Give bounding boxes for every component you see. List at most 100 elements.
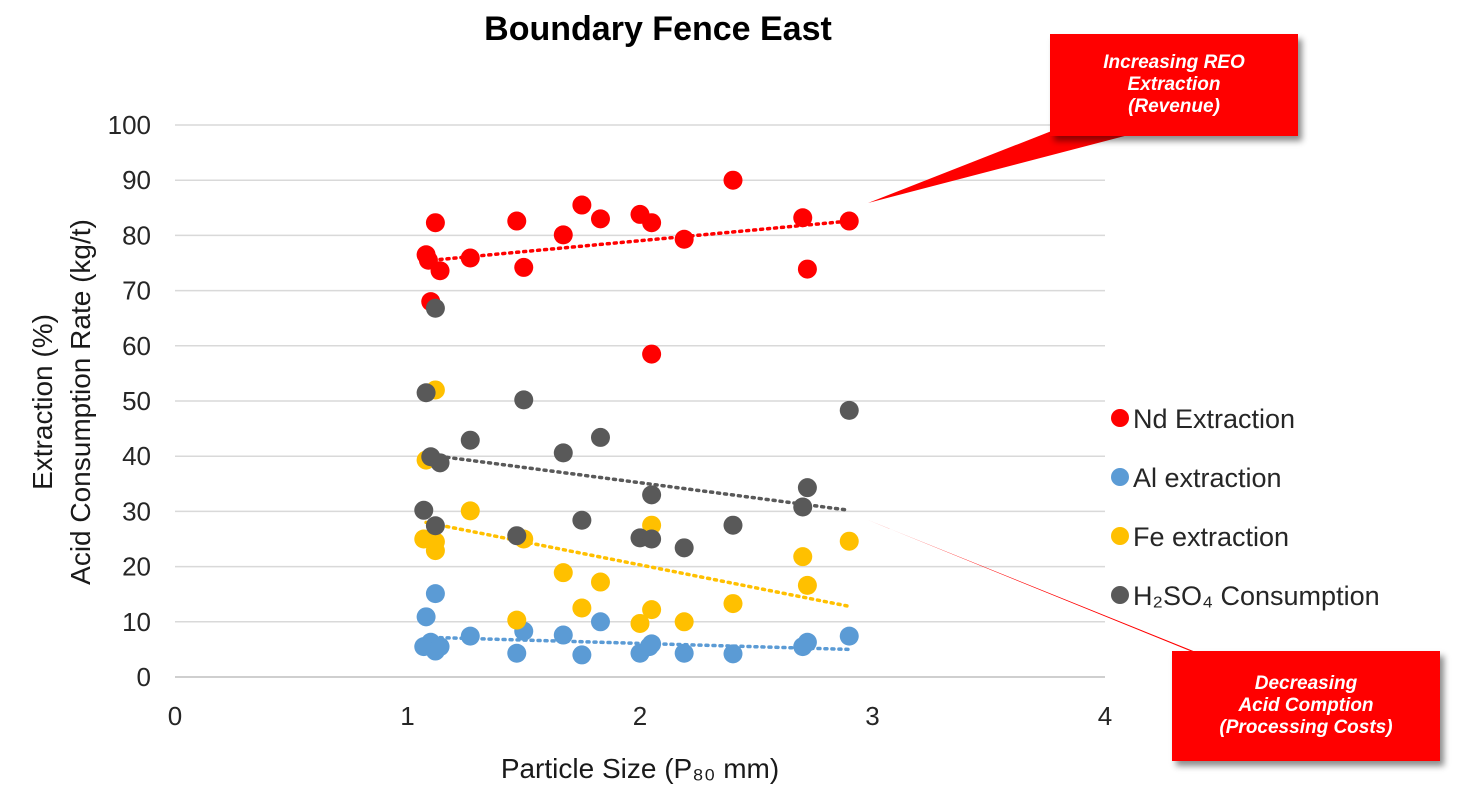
callout-decreasing-acid-consumption: Decreasing Acid Comption (Processing Cos… [1172, 651, 1440, 761]
point-fe-extraction [553, 563, 573, 583]
legend-label: Fe extraction [1133, 522, 1289, 552]
x-axis-label: Particle Size (P₈₀ mm) [501, 753, 779, 784]
point-h-so-consumption [642, 529, 662, 549]
callout-bottom-line2: Acid Comption [1238, 695, 1374, 716]
point-al-extraction [416, 607, 436, 627]
point-nd-extraction [642, 213, 662, 233]
callout-top-line3: (Revenue) [1128, 96, 1220, 117]
point-fe-extraction [572, 598, 592, 618]
x-tick-label: 2 [633, 701, 647, 731]
y-tick-label: 70 [122, 276, 151, 306]
point-h-so-consumption [839, 400, 859, 420]
callout-bottom-line3: (Processing Costs) [1219, 717, 1393, 738]
chart-title: Boundary Fence East [484, 10, 832, 48]
legend-marker [1111, 468, 1129, 486]
point-h-so-consumption [514, 390, 534, 410]
point-nd-extraction [507, 211, 527, 231]
point-fe-extraction [674, 612, 694, 632]
point-al-extraction [507, 643, 527, 663]
point-fe-extraction [793, 547, 813, 567]
point-h-so-consumption [590, 427, 610, 447]
point-h-so-consumption [642, 485, 662, 505]
point-fe-extraction [797, 575, 817, 595]
callout-top-line1: Increasing REO [1103, 52, 1245, 73]
point-nd-extraction [839, 211, 859, 231]
point-nd-extraction [514, 257, 534, 277]
point-h-so-consumption [507, 526, 527, 546]
point-nd-extraction [674, 229, 694, 249]
point-nd-extraction [642, 344, 662, 364]
y-tick-label: 90 [122, 165, 151, 195]
callout-top-line2: Extraction [1127, 74, 1221, 95]
point-fe-extraction [642, 515, 662, 535]
callout-bottom-line1: Decreasing [1254, 673, 1358, 694]
point-h-so-consumption [425, 298, 445, 318]
legend: Nd Extraction Al extraction Fe extraction H… [1111, 404, 1380, 611]
point-h-so-consumption [416, 383, 436, 403]
point-h-so-consumption [414, 500, 434, 520]
y-tick-label: 50 [122, 386, 151, 416]
point-h-so-consumption [425, 516, 445, 536]
point-al-extraction [590, 612, 610, 632]
point-fe-extraction [630, 613, 650, 633]
point-al-extraction [723, 644, 743, 664]
legend-label: Al extraction [1133, 463, 1282, 493]
point-al-extraction [430, 637, 450, 657]
legend-marker [1111, 409, 1129, 427]
x-axis-ticks: 0 1 2 3 4 [168, 701, 1112, 731]
point-fe-extraction [507, 610, 527, 630]
point-nd-extraction [425, 213, 445, 233]
point-nd-extraction [590, 209, 610, 229]
point-al-extraction [425, 584, 445, 604]
point-h-so-consumption [723, 515, 743, 535]
y-axis-ticks: 0 10 20 30 40 50 60 70 80 90 100 [108, 110, 151, 692]
point-al-extraction [572, 645, 592, 665]
y-tick-label: 20 [122, 552, 151, 582]
y-tick-label: 80 [122, 220, 151, 250]
point-al-extraction [797, 632, 817, 652]
x-tick-label: 3 [865, 701, 879, 731]
x-tick-label: 1 [400, 701, 414, 731]
point-nd-extraction [460, 248, 480, 268]
point-al-extraction [839, 626, 859, 646]
point-al-extraction [674, 643, 694, 663]
point-nd-extraction [723, 170, 743, 190]
point-h-so-consumption [793, 497, 813, 517]
point-fe-extraction [425, 532, 445, 552]
y-tick-label: 10 [122, 607, 151, 637]
trendline-al-extraction [424, 635, 851, 652]
point-h-so-consumption [553, 443, 573, 463]
point-h-so-consumption [674, 538, 694, 558]
point-al-extraction [460, 626, 480, 646]
callout-increasing-reo-extraction: Increasing REO Extraction (Revenue) [1050, 34, 1298, 136]
point-h-so-consumption [430, 453, 450, 473]
callout-pointer-bottom [868, 520, 1286, 690]
point-nd-extraction [430, 261, 450, 281]
point-nd-extraction [553, 225, 573, 245]
y-tick-label: 100 [108, 110, 151, 140]
y-tick-label: 30 [122, 496, 151, 526]
trendlines [424, 219, 851, 652]
trendline-fe-extraction [424, 520, 851, 609]
x-tick-label: 0 [168, 701, 182, 731]
trendline-nd-extraction [424, 219, 851, 263]
legend-label: Nd Extraction [1133, 404, 1295, 434]
trendline-h-so-consumption [424, 452, 851, 513]
point-al-extraction [642, 634, 662, 654]
point-nd-extraction [797, 259, 817, 279]
x-tick-label: 4 [1098, 701, 1112, 731]
data-points [414, 170, 859, 665]
point-fe-extraction [590, 572, 610, 592]
point-fe-extraction [723, 594, 743, 614]
point-nd-extraction [572, 195, 592, 215]
legend-marker [1111, 527, 1129, 545]
y-axis-label-line1: Extraction (%) [27, 314, 58, 490]
y-axis-label-line2: Acid Consumption Rate (kg/t) [65, 219, 96, 585]
point-fe-extraction [460, 501, 480, 521]
legend-marker [1111, 586, 1129, 604]
y-tick-label: 0 [137, 662, 151, 692]
y-tick-label: 40 [122, 441, 151, 471]
point-h-so-consumption [572, 510, 592, 530]
point-nd-extraction [793, 208, 813, 228]
